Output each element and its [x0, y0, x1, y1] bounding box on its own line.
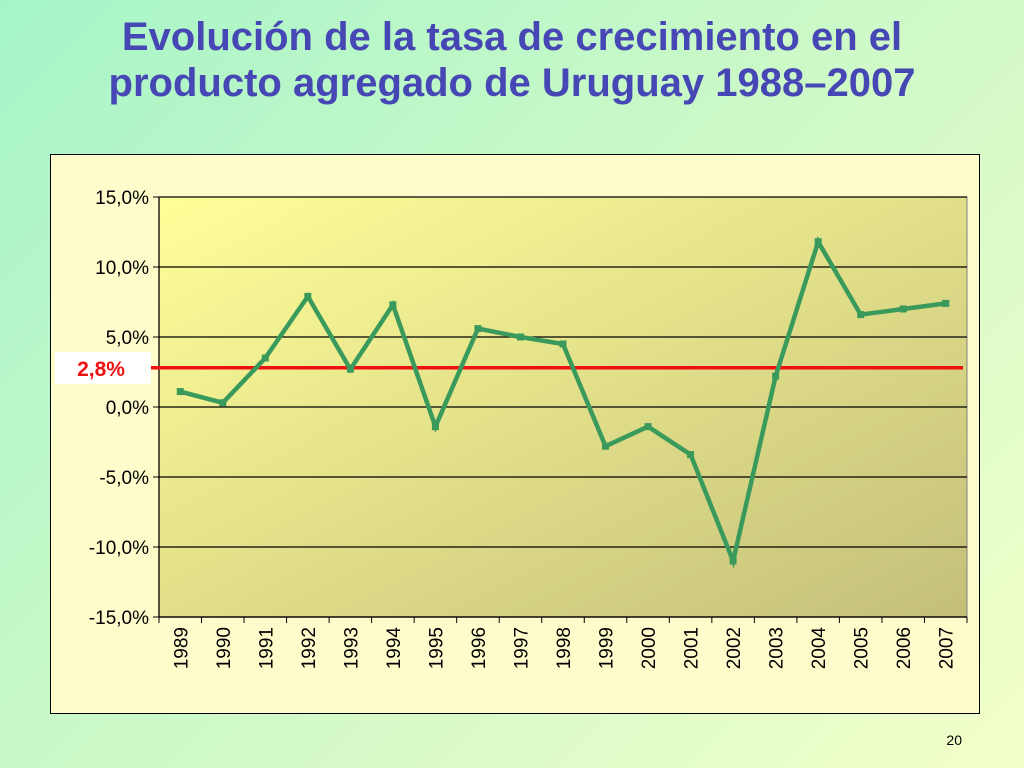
x-tick-label: 1999 — [597, 627, 618, 669]
x-tick-label: 1996 — [469, 627, 490, 669]
y-tick-label: 5,0% — [106, 328, 149, 349]
y-tick-label: -15,0% — [89, 608, 149, 629]
data-point-1989 — [176, 388, 184, 396]
slide-title-line2: producto agregado de Uruguay 1988–2007 — [108, 61, 916, 105]
data-point-2003 — [772, 372, 780, 380]
data-point-1998 — [559, 340, 567, 348]
data-point-1991 — [261, 354, 269, 362]
data-point-1997 — [516, 333, 524, 341]
slide-title-line1: Evolución de la tasa de crecimiento en e… — [121, 15, 903, 59]
x-tick-label: 2007 — [937, 627, 958, 669]
y-tick-label: -10,0% — [89, 538, 149, 559]
data-point-1999 — [602, 442, 610, 450]
x-tick-label: 1994 — [384, 627, 405, 670]
data-point-1994 — [389, 301, 397, 309]
x-tick-label: 2005 — [852, 627, 873, 669]
x-tick-label: 2003 — [767, 627, 788, 669]
x-tick-label: 1992 — [299, 627, 320, 669]
data-point-1993 — [346, 365, 354, 373]
x-tick-label: 1989 — [171, 627, 192, 669]
reference-line-label: 2,8% — [77, 358, 125, 381]
x-tick-label: 1998 — [554, 627, 575, 669]
chart-frame: 15,0% 10,0% 5,0% 0,0% -5,0% -10,0% -15,0% 1989 1… — [50, 154, 980, 714]
y-tick-label: 15,0% — [95, 188, 149, 209]
x-tick-label: 2001 — [682, 627, 703, 669]
x-tick-label: 1993 — [341, 627, 362, 669]
x-tick-label: 1990 — [214, 627, 235, 669]
y-tick-label: 10,0% — [95, 258, 149, 279]
y-tick-label: 0,0% — [106, 398, 149, 419]
data-point-2005 — [857, 311, 865, 319]
x-tick-label: 2000 — [639, 627, 660, 669]
x-tick-label: 1995 — [426, 627, 447, 669]
data-point-1990 — [219, 399, 227, 407]
x-tick-label: 2006 — [894, 627, 915, 669]
slide-title: Evolución de la tasa de crecimiento en e… — [0, 14, 1024, 106]
data-point-1992 — [304, 292, 312, 300]
data-point-2006 — [899, 305, 907, 313]
page-number: 20 — [946, 732, 962, 748]
x-tick-label: 2002 — [724, 627, 745, 669]
data-point-2004 — [814, 238, 822, 246]
growth-line-chart: 15,0% 10,0% 5,0% 0,0% -5,0% -10,0% -15,0% 1989 1… — [55, 188, 968, 670]
data-point-1996 — [474, 325, 482, 333]
reference-label-background — [55, 351, 151, 384]
data-point-2007 — [942, 299, 950, 307]
x-tick-label: 1997 — [511, 627, 532, 669]
y-tick-label: -5,0% — [99, 468, 149, 489]
data-point-2001 — [687, 451, 695, 459]
data-point-1995 — [431, 423, 439, 431]
data-point-2002 — [729, 557, 737, 565]
x-tick-label: 1991 — [256, 627, 277, 669]
x-tick-label: 2004 — [809, 627, 830, 670]
data-point-2000 — [644, 423, 652, 431]
